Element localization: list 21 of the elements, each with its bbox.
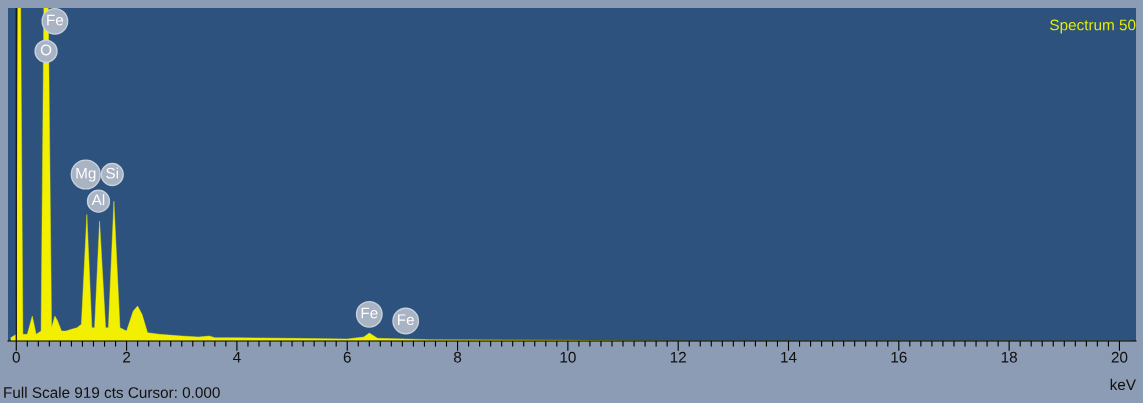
x-tick-label: 6: [343, 351, 351, 363]
annotation: Si: [106, 167, 119, 179]
annotation: Fe: [361, 307, 378, 319]
text: Full Scale 919 cts Cursor: 0.000: [4, 386, 220, 398]
annotation: Fe: [398, 314, 414, 326]
x-tick-label: 14: [781, 351, 797, 363]
x-tick-label: 8: [453, 351, 462, 363]
x-tick-label: 18: [1001, 351, 1017, 363]
x-axis-title: keV: [1110, 378, 1136, 391]
x-tick-label: 16: [891, 351, 907, 363]
x-tick-label: 20: [1111, 351, 1128, 363]
annotation: Al: [91, 194, 105, 206]
text: Spectrum 50: [1050, 19, 1136, 34]
annotation: Mg: [76, 167, 96, 182]
x-tick-label: 10: [560, 351, 576, 363]
x-tick-label: 12: [670, 351, 686, 363]
x-tick-label: 2: [123, 351, 131, 363]
x-tick-label: 4: [233, 351, 241, 363]
x-tick-label: 0: [12, 351, 20, 363]
annotation: O: [40, 44, 52, 56]
annotation: Fe: [47, 14, 64, 26]
